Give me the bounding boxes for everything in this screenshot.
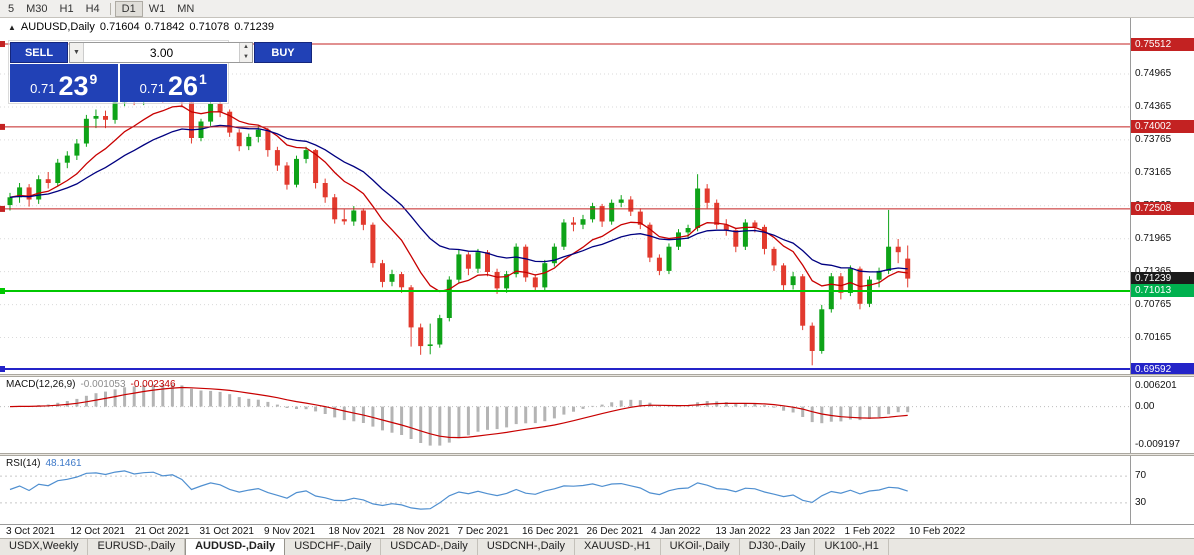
chart-tab[interactable]: USDX,Weekly [0,539,89,555]
sell-button[interactable]: SELL [10,42,68,63]
timeframe-button-h1[interactable]: H1 [59,2,74,15]
date-label: 9 Nov 2021 [264,526,316,537]
price-scale-label: 0.71365 [1135,266,1171,278]
price-scale-label: 0.70765 [1135,298,1172,310]
price-scale-label: 0.71965 [1135,232,1172,244]
volume-stepper: ▲ ▼ [239,43,252,62]
chart-canvas[interactable] [0,0,1130,524]
date-label: 16 Dec 2021 [522,526,579,537]
date-label: 4 Jan 2022 [651,526,701,537]
price-badge: 0.71013 [1131,284,1194,298]
buy-price-big: 26 [167,71,199,101]
time-axis[interactable]: 3 Oct 2021 12 Oct 2021 21 Oct 2021 31 Oct 2… [0,524,1194,538]
quote-symbol: AUDUSD,Daily [20,21,95,33]
buy-button[interactable]: BUY [254,42,312,63]
chart-tab[interactable]: AUDUSD-,Daily [185,539,286,555]
chart-tab[interactable]: USDCAD-,Daily [381,539,478,555]
date-label: 7 Dec 2021 [457,526,509,537]
date-label: 13 Jan 2022 [715,526,771,537]
quote-line: ▲ AUDUSD,Daily 0.71604 0.71842 0.71078 0… [8,21,274,33]
sell-price-sup: 9 [89,71,98,87]
pane-splitter-rsi[interactable] [0,453,1194,456]
date-label: 1 Feb 2022 [844,526,896,537]
rsi-value: 48.1461 [45,458,82,469]
macd-signal-value: -0.002346 [130,379,176,390]
price-badge: 0.71239 [1131,272,1194,286]
panel-collapse-icon[interactable]: ▲ [8,22,16,32]
volume-down-icon[interactable]: ▼ [240,52,252,62]
date-label: 31 Oct 2021 [199,526,254,537]
price-badge: 0.72508 [1131,202,1194,216]
price-scale[interactable]: 0.749650.743650.737650.731650.725650.719… [1130,18,1194,524]
rsi-level-label: 30 [1135,496,1147,508]
price-scale-label: 0.73165 [1135,166,1172,178]
rsi-level-label: 70 [1135,470,1147,482]
timeframe-button-w1[interactable]: W1 [148,2,166,15]
buy-price-sup: 1 [199,71,207,87]
timeframe-button-5[interactable]: 5 [8,2,15,15]
volume-input[interactable] [84,43,239,62]
chart-tab[interactable]: XAUUSD-,H1 [575,539,661,555]
quote-high: 0.71842 [144,21,185,33]
date-label: 12 Oct 2021 [70,526,125,537]
date-label: 23 Jan 2022 [780,526,836,537]
price-scale-label: 0.74965 [1135,68,1172,80]
chart-tab[interactable]: UK100-,H1 [815,539,889,555]
volume-dropdown-icon[interactable]: ▼ [70,43,84,62]
chart-tab[interactable]: UKOil-,Daily [661,539,740,555]
quote-low: 0.71078 [189,21,230,33]
date-label: 28 Nov 2021 [393,526,450,537]
chart-tab[interactable]: USDCNH-,Daily [478,539,576,555]
timeframe-button-m30[interactable]: M30 [26,2,48,15]
macd-scale-label: 0.00 [1135,400,1155,412]
date-label: 21 Oct 2021 [135,526,190,537]
chart-tab-bar: USDX,Weekly EURUSD-,Daily AUDUSD-,Daily USD… [0,538,1194,555]
price-badge: 0.74002 [1131,120,1194,134]
pane-splitter-macd[interactable] [0,374,1194,377]
volume-up-icon[interactable]: ▲ [240,43,252,53]
date-label: 10 Feb 2022 [909,526,966,537]
price-scale-label: 0.70165 [1135,331,1172,343]
volume-control: ▼ ▲ ▼ [69,42,253,63]
price-badge: 0.75512 [1131,37,1194,51]
chart-tab[interactable]: DJ30-,Daily [740,539,816,555]
rsi-name: RSI(14) [6,458,41,469]
price-badge: 0.69592 [1131,362,1194,376]
sell-price-display[interactable]: 0.71 23 9 [10,64,118,102]
chart-tab[interactable]: USDCHF-,Daily [285,539,382,555]
macd-indicator-label: MACD(12,26,9) -0.001053 -0.002346 [6,379,176,390]
price-scale-label: 0.74365 [1135,100,1172,112]
buy-price-prefix: 0.71 [139,81,165,96]
quote-open: 0.71604 [99,21,140,33]
rsi-indicator-label: RSI(14) 48.1461 [6,458,82,469]
date-label: 3 Oct 2021 [6,526,55,537]
date-label: 18 Nov 2021 [328,526,386,537]
toolbar-separator [109,2,111,15]
date-label: 26 Dec 2021 [586,526,644,537]
quote-close: 0.71239 [234,21,274,33]
sell-price-prefix: 0.71 [30,81,56,96]
macd-scale-label: -0.009197 [1135,439,1181,450]
sell-price-big: 23 [58,71,89,101]
buy-price-display[interactable]: 0.71 26 1 [119,64,227,102]
macd-scale-label: 0.006201 [1135,380,1177,391]
timeframe-button-d1[interactable]: D1 [114,0,143,17]
macd-main-value: -0.001053 [80,379,126,390]
timeframe-toolbar: 5 M30 H1 H4 D1 W1 MN [0,0,1194,18]
timeframe-button-mn[interactable]: MN [177,2,195,15]
chart-tab[interactable]: EURUSD-,Daily [88,539,186,555]
macd-name: MACD(12,26,9) [6,379,76,390]
timeframe-button-h4[interactable]: H4 [85,2,100,15]
price-scale-label: 0.73765 [1135,133,1172,145]
